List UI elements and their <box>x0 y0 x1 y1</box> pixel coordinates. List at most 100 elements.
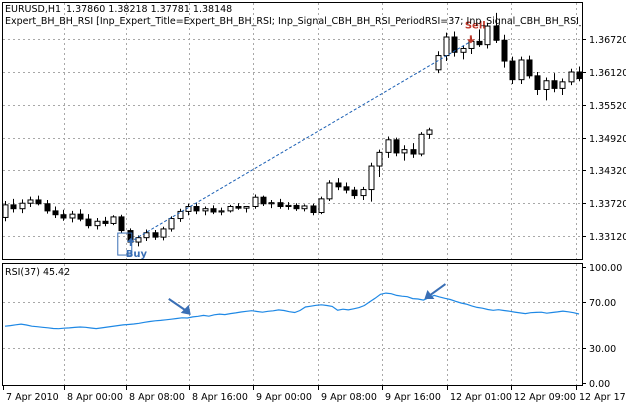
candle-body-bear <box>551 80 558 89</box>
candle <box>210 205 217 215</box>
symbol-timeframe-label: EURUSD,H1 <box>5 4 61 15</box>
candle-body-bear <box>501 39 508 62</box>
rsi-tick-label: 70.00 <box>589 298 616 309</box>
buy-signal-label: Buy <box>126 249 148 260</box>
time-tick-label: 12 Apr 01:00 <box>450 392 512 403</box>
time-tick-label: 8 Apr 08:00 <box>129 392 185 403</box>
rsi-tick-label: 100.00 <box>589 263 622 274</box>
candle <box>435 51 442 74</box>
candle <box>410 143 417 158</box>
candle <box>368 162 375 202</box>
candle <box>509 56 516 85</box>
price-tick-label: 1.35520 <box>589 101 626 112</box>
candle <box>202 206 209 216</box>
candle-body-bull <box>435 55 442 71</box>
candle-body-bear <box>193 206 200 212</box>
trade-connector-line <box>129 40 472 243</box>
candle <box>110 215 117 226</box>
candle <box>193 203 200 215</box>
candle-body-bull <box>401 149 408 154</box>
candle <box>177 208 184 222</box>
candle-body-bear <box>44 203 51 212</box>
candle-body-bull <box>177 210 184 220</box>
rsi-tick-label: 30.00 <box>589 344 616 355</box>
candle <box>77 209 84 222</box>
candle <box>252 194 259 209</box>
candle <box>118 214 125 233</box>
rsi-line <box>4 292 580 330</box>
candle <box>418 132 425 157</box>
candle <box>35 195 42 206</box>
candle-body-bull <box>568 71 575 83</box>
candle <box>526 55 533 79</box>
candle <box>52 206 59 218</box>
rsi-signal-arrow-icon <box>424 283 447 300</box>
candle <box>518 56 525 85</box>
candle-body-bull <box>135 237 142 243</box>
candle-body-bear <box>476 40 483 46</box>
candle <box>484 22 491 49</box>
candle <box>576 66 583 82</box>
buy-arrow-icon <box>126 238 135 247</box>
candle-body-bull <box>218 210 225 213</box>
candle <box>152 230 159 240</box>
candle-body-bull <box>27 199 34 204</box>
candle-body-bull <box>426 129 433 135</box>
candle-body-bull <box>69 213 76 219</box>
candle-body-bear <box>526 59 533 77</box>
candle <box>69 210 76 223</box>
candle <box>102 216 109 227</box>
candle-body-bear <box>277 202 284 208</box>
candle-body-bull <box>360 189 367 197</box>
candle-body-bear <box>260 196 267 205</box>
candle-body-bull <box>2 204 9 218</box>
candle-body-bear <box>351 189 358 197</box>
candle <box>501 34 508 68</box>
candle <box>426 127 433 139</box>
sell-arrow-icon <box>466 35 475 44</box>
candle-body-bear <box>35 199 42 205</box>
candle <box>243 205 250 213</box>
candle <box>135 235 142 247</box>
candle <box>451 31 458 57</box>
candle <box>343 182 350 194</box>
candle <box>301 204 308 212</box>
price-tick-label: 1.36120 <box>589 68 626 79</box>
candle-body-bull <box>326 182 333 200</box>
price-tick-label: 1.33720 <box>589 199 626 210</box>
rsi-signal-arrow-icon <box>168 298 191 315</box>
ohlc-label: 1.37860 1.38218 1.37781 1.38148 <box>66 4 232 15</box>
candle-body-bull <box>518 59 525 81</box>
candle <box>10 198 17 213</box>
candle-body-bear <box>210 208 217 213</box>
time-tick-label: 8 Apr 00:00 <box>67 392 123 403</box>
candle-body-bear <box>235 206 242 209</box>
candle <box>568 68 575 86</box>
candle-body-bull <box>559 81 566 89</box>
candle <box>2 201 9 222</box>
expert-params-label: Expert_BH_BH_RSI [Inp_Expert_Title=Exper… <box>5 16 625 27</box>
candle-body-bear <box>509 60 516 81</box>
candle <box>94 217 101 230</box>
candle <box>476 29 483 47</box>
candle-body-bear <box>10 204 17 210</box>
candle <box>143 229 150 241</box>
candle <box>27 196 34 208</box>
candle <box>534 71 541 95</box>
candle-body-bull <box>484 25 491 46</box>
candle <box>493 12 500 44</box>
candle-body-bull <box>376 151 383 167</box>
time-tick-label: 9 Apr 08:00 <box>321 392 377 403</box>
candle <box>277 198 284 209</box>
candle-body-bull <box>94 220 101 227</box>
candle-body-bear <box>60 214 67 219</box>
candle <box>393 137 400 157</box>
candle-body-bear <box>410 149 417 155</box>
candle-body-bull <box>252 196 259 208</box>
candle-body-bull <box>243 206 250 209</box>
candle <box>227 204 234 213</box>
candle <box>310 203 317 216</box>
candle-body-bear <box>293 204 300 210</box>
candle <box>551 73 558 93</box>
